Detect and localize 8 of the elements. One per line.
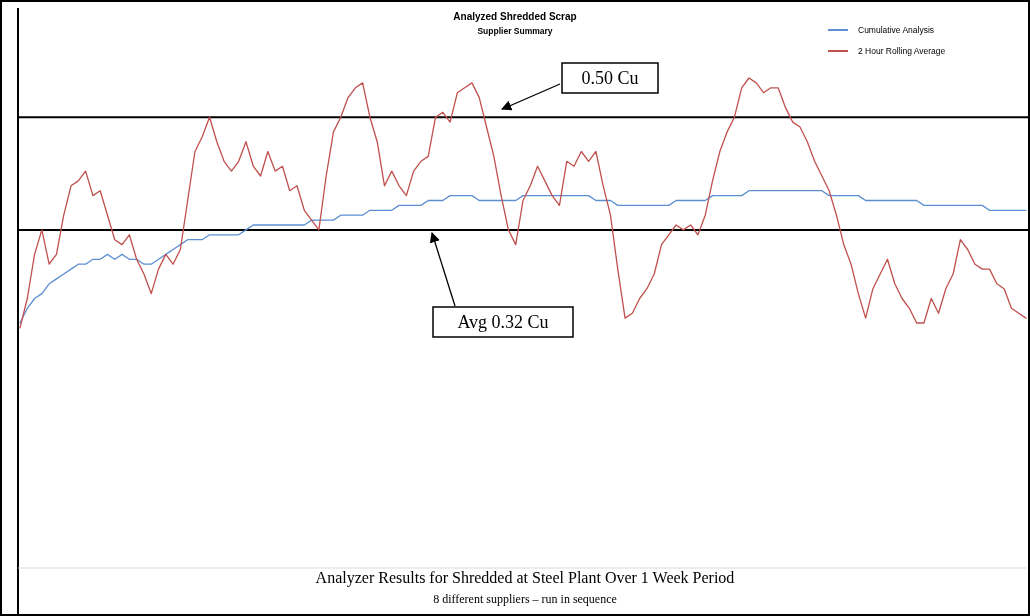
ref-line-label: 0.50 Cu [581,68,639,88]
legend-label: 2 Hour Rolling Average [858,46,946,56]
ref-line-label: Avg 0.32 Cu [457,312,549,332]
text: Analyzer Results for Shredded at Steel Plant Over 1 Week Period [315,569,735,587]
chart-subtitle: Supplier Summary [477,26,553,36]
chart-title: Analyzed Shredded Scrap [453,11,577,22]
legend-label: Cumulative Analysis [858,25,935,35]
text: 8 different suppliers – run in sequence [433,592,617,606]
